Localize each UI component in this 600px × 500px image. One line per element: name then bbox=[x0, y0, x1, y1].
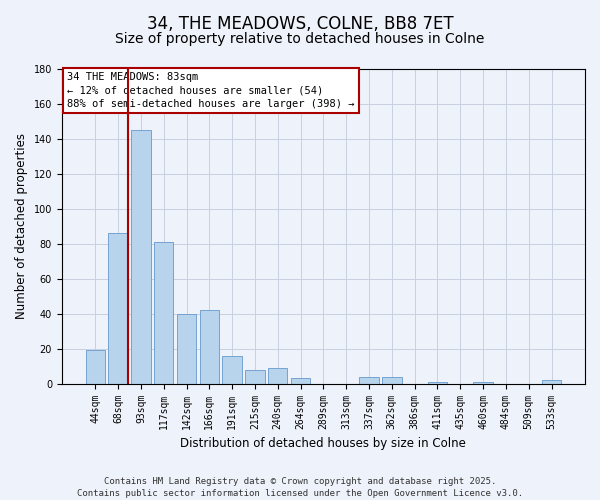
Bar bbox=[428, 382, 447, 384]
Bar bbox=[542, 380, 561, 384]
X-axis label: Distribution of detached houses by size in Colne: Distribution of detached houses by size … bbox=[181, 437, 466, 450]
Y-axis label: Number of detached properties: Number of detached properties bbox=[15, 134, 28, 320]
Bar bbox=[109, 234, 128, 384]
Bar bbox=[154, 242, 173, 384]
Bar bbox=[291, 378, 310, 384]
Bar bbox=[200, 310, 219, 384]
Bar bbox=[268, 368, 287, 384]
Bar bbox=[223, 356, 242, 384]
Bar bbox=[131, 130, 151, 384]
Bar bbox=[473, 382, 493, 384]
Bar bbox=[359, 376, 379, 384]
Bar bbox=[86, 350, 105, 384]
Text: 34, THE MEADOWS, COLNE, BB8 7ET: 34, THE MEADOWS, COLNE, BB8 7ET bbox=[146, 15, 454, 33]
Bar bbox=[245, 370, 265, 384]
Text: Contains HM Land Registry data © Crown copyright and database right 2025.
Contai: Contains HM Land Registry data © Crown c… bbox=[77, 476, 523, 498]
Bar bbox=[382, 376, 401, 384]
Text: Size of property relative to detached houses in Colne: Size of property relative to detached ho… bbox=[115, 32, 485, 46]
Bar bbox=[177, 314, 196, 384]
Text: 34 THE MEADOWS: 83sqm
← 12% of detached houses are smaller (54)
88% of semi-deta: 34 THE MEADOWS: 83sqm ← 12% of detached … bbox=[67, 72, 355, 108]
